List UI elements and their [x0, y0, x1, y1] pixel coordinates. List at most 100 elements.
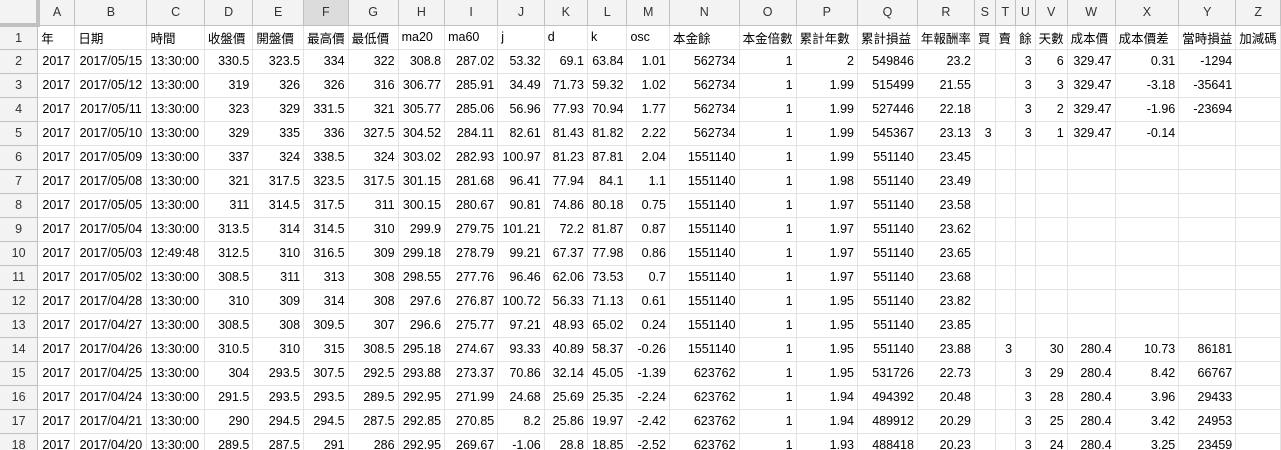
- cell-l3[interactable]: 59.32: [587, 73, 628, 98]
- row-header[interactable]: 10: [0, 241, 39, 266]
- cell-d3[interactable]: 319: [204, 73, 254, 98]
- cell-s7[interactable]: [974, 169, 996, 194]
- cell-j7[interactable]: 96.41: [497, 169, 545, 194]
- cell-r5[interactable]: 23.13: [917, 121, 975, 146]
- cell-c4[interactable]: 13:30:00: [146, 97, 205, 122]
- cell-u13[interactable]: [1015, 313, 1036, 338]
- column-header-t[interactable]: T: [995, 0, 1017, 26]
- cell-i10[interactable]: 278.79: [444, 241, 499, 266]
- cell-v7[interactable]: [1035, 169, 1068, 194]
- cell-j11[interactable]: 96.46: [497, 265, 545, 290]
- cell-v5[interactable]: 1: [1035, 121, 1068, 146]
- cell-a10[interactable]: 2017: [37, 241, 76, 266]
- cell-l11[interactable]: 73.53: [587, 265, 628, 290]
- cell-e13[interactable]: 308: [252, 313, 305, 338]
- cell-i15[interactable]: 273.37: [444, 361, 499, 386]
- cell-p4[interactable]: 1.99: [796, 97, 858, 122]
- cell-v4[interactable]: 2: [1035, 97, 1068, 122]
- cell-z8[interactable]: [1235, 193, 1281, 218]
- cell-y5[interactable]: [1178, 121, 1237, 146]
- cell-b5[interactable]: 2017/05/10: [74, 121, 148, 146]
- cell-v6[interactable]: [1035, 145, 1068, 170]
- cell-z15[interactable]: [1235, 361, 1281, 386]
- cell-b17[interactable]: 2017/04/21: [74, 409, 148, 434]
- cell-w13[interactable]: [1067, 313, 1116, 338]
- row-header[interactable]: 3: [0, 73, 39, 98]
- cell-y11[interactable]: [1178, 265, 1237, 290]
- cell-h7[interactable]: 301.15: [398, 169, 446, 194]
- cell-w18[interactable]: 280.4: [1067, 433, 1116, 450]
- cell-x8[interactable]: [1115, 193, 1180, 218]
- cell-n7[interactable]: 1551140: [669, 169, 740, 194]
- column-header-q[interactable]: Q: [857, 0, 918, 26]
- column-header-p[interactable]: P: [796, 0, 858, 26]
- cell-e1[interactable]: 開盤價: [252, 25, 305, 50]
- cell-v10[interactable]: [1035, 241, 1068, 266]
- cell-h12[interactable]: 297.6: [398, 289, 446, 314]
- cell-s6[interactable]: [974, 145, 996, 170]
- cell-g1[interactable]: 最低價: [348, 25, 399, 50]
- cell-t6[interactable]: [995, 145, 1017, 170]
- column-header-v[interactable]: V: [1035, 0, 1068, 26]
- cell-p18[interactable]: 1.93: [796, 433, 858, 450]
- cell-z3[interactable]: [1235, 73, 1281, 98]
- cell-h1[interactable]: ma20: [398, 25, 446, 50]
- cell-z1[interactable]: 加減碼: [1235, 25, 1281, 50]
- cell-j17[interactable]: 8.2: [497, 409, 545, 434]
- cell-b14[interactable]: 2017/04/26: [74, 337, 148, 362]
- cell-t17[interactable]: [995, 409, 1017, 434]
- cell-q7[interactable]: 551140: [857, 169, 918, 194]
- cell-c1[interactable]: 時間: [146, 25, 205, 50]
- cell-i18[interactable]: 269.67: [444, 433, 499, 450]
- cell-x11[interactable]: [1115, 265, 1180, 290]
- cell-q4[interactable]: 527446: [857, 97, 918, 122]
- cell-u18[interactable]: 3: [1015, 433, 1036, 450]
- cell-f17[interactable]: 294.5: [303, 409, 349, 434]
- cell-q1[interactable]: 累計損益: [857, 25, 918, 50]
- select-all-corner[interactable]: [0, 0, 40, 27]
- cell-u12[interactable]: [1015, 289, 1036, 314]
- cell-h15[interactable]: 293.88: [398, 361, 446, 386]
- cell-i2[interactable]: 287.02: [444, 49, 499, 74]
- cell-n6[interactable]: 1551140: [669, 145, 740, 170]
- cell-s8[interactable]: [974, 193, 996, 218]
- cell-p6[interactable]: 1.99: [796, 145, 858, 170]
- cell-t8[interactable]: [995, 193, 1017, 218]
- cell-c3[interactable]: 13:30:00: [146, 73, 205, 98]
- cell-b10[interactable]: 2017/05/03: [74, 241, 148, 266]
- cell-i5[interactable]: 284.11: [444, 121, 499, 146]
- cell-a16[interactable]: 2017: [37, 385, 76, 410]
- cell-s1[interactable]: 買: [974, 25, 996, 50]
- cell-y3[interactable]: -35641: [1178, 73, 1237, 98]
- cell-g2[interactable]: 322: [348, 49, 399, 74]
- cell-a9[interactable]: 2017: [37, 217, 76, 242]
- cell-c17[interactable]: 13:30:00: [146, 409, 205, 434]
- cell-u5[interactable]: 3: [1015, 121, 1036, 146]
- cell-x14[interactable]: 10.73: [1115, 337, 1180, 362]
- cell-w2[interactable]: 329.47: [1067, 49, 1116, 74]
- cell-w12[interactable]: [1067, 289, 1116, 314]
- cell-u4[interactable]: 3: [1015, 97, 1036, 122]
- cell-d8[interactable]: 311: [204, 193, 254, 218]
- cell-c5[interactable]: 13:30:00: [146, 121, 205, 146]
- cell-w7[interactable]: [1067, 169, 1116, 194]
- cell-c9[interactable]: 13:30:00: [146, 217, 205, 242]
- cell-r17[interactable]: 20.29: [917, 409, 975, 434]
- row-header[interactable]: 15: [0, 361, 39, 386]
- cell-t5[interactable]: [995, 121, 1017, 146]
- cell-j6[interactable]: 100.97: [497, 145, 545, 170]
- cell-d5[interactable]: 329: [204, 121, 254, 146]
- cell-m10[interactable]: 0.86: [626, 241, 670, 266]
- cell-s15[interactable]: [974, 361, 996, 386]
- row-header[interactable]: 5: [0, 121, 39, 146]
- cell-j12[interactable]: 100.72: [497, 289, 545, 314]
- cell-k9[interactable]: 72.2: [544, 217, 588, 242]
- cell-p5[interactable]: 1.99: [796, 121, 858, 146]
- cell-l1[interactable]: k: [587, 25, 628, 50]
- cell-b15[interactable]: 2017/04/25: [74, 361, 148, 386]
- cell-f2[interactable]: 334: [303, 49, 349, 74]
- cell-a15[interactable]: 2017: [37, 361, 76, 386]
- column-header-d[interactable]: D: [204, 0, 254, 26]
- cell-r12[interactable]: 23.82: [917, 289, 975, 314]
- cell-c16[interactable]: 13:30:00: [146, 385, 205, 410]
